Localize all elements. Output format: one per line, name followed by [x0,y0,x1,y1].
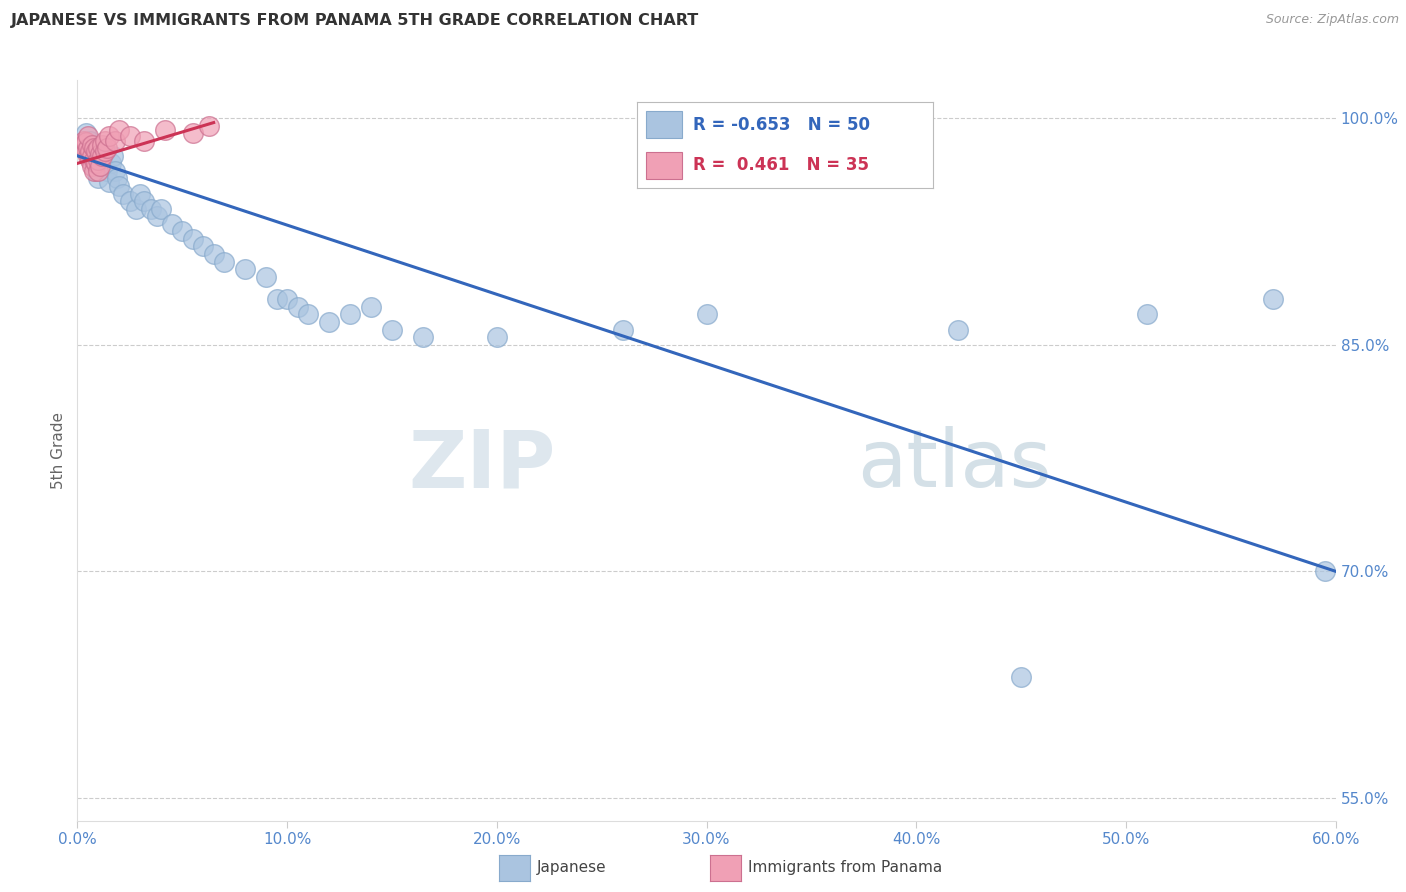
Point [89,147,111,161]
Point [360,300,382,314]
Point [696,308,718,322]
Point [254,269,277,284]
Point [212,254,235,268]
Point [79,153,101,168]
Point [108,123,131,137]
Point [96,141,118,155]
Point [1315,565,1337,579]
Point [276,293,298,307]
Point [155,123,177,137]
Point [97,129,120,144]
Text: Immigrants from Panama: Immigrants from Panama [748,860,942,874]
Point [108,179,131,194]
Point [80,149,103,163]
Point [75,145,97,159]
Point [172,224,194,238]
Point [87,164,110,178]
Point [1261,293,1284,307]
Point [93,145,115,159]
Point [79,134,101,148]
Point [381,322,404,336]
Point [80,160,103,174]
Point [104,134,127,148]
Point [79,145,101,159]
Point [75,126,97,140]
Point [84,145,107,159]
Y-axis label: 5th Grade: 5th Grade [51,412,66,489]
Point [198,119,221,133]
Point [101,149,124,163]
Point [70,138,93,153]
Point [91,153,114,168]
Point [139,202,162,216]
Point [89,160,111,174]
Point [150,202,173,216]
Point [125,202,148,216]
Point [87,141,110,155]
Point [83,153,105,168]
Point [412,330,434,344]
Point [297,308,319,322]
Point [1136,308,1159,322]
Point [83,141,105,155]
Point [76,141,98,155]
Point [181,126,204,140]
Point [91,138,114,153]
Point [1010,670,1032,684]
Point [105,171,128,186]
Point [191,239,215,253]
Point [287,300,309,314]
Point [266,293,288,307]
Point [83,156,105,170]
Point [93,134,115,148]
Point [91,149,114,163]
Point [160,217,183,231]
Point [93,145,115,159]
Point [233,262,256,277]
Point [134,194,156,209]
Point [104,164,127,178]
Text: Japanese: Japanese [537,860,607,874]
Point [76,149,98,163]
Point [80,149,103,163]
Point [97,174,120,188]
Point [202,247,225,261]
Point [84,164,107,178]
Point [100,156,122,170]
Point [318,315,340,329]
Point [118,194,141,209]
Point [87,153,110,168]
Point [96,164,118,178]
Point [612,322,634,336]
Point [84,156,107,170]
Text: atlas: atlas [858,426,1052,504]
Point [118,129,141,144]
Point [87,171,110,186]
Point [129,186,152,201]
Point [89,160,111,174]
Text: JAPANESE VS IMMIGRANTS FROM PANAMA 5TH GRADE CORRELATION CHART: JAPANESE VS IMMIGRANTS FROM PANAMA 5TH G… [11,13,700,29]
Text: ZIP: ZIP [408,426,555,504]
Point [146,209,169,223]
Point [485,330,508,344]
Point [948,322,970,336]
Text: Source: ZipAtlas.com: Source: ZipAtlas.com [1265,13,1399,27]
Point [80,138,103,153]
Point [112,186,135,201]
Point [134,134,156,148]
Point [83,164,105,178]
Point [76,129,98,144]
Point [339,308,361,322]
Point [72,134,94,148]
Point [181,232,204,246]
Point [75,135,97,149]
